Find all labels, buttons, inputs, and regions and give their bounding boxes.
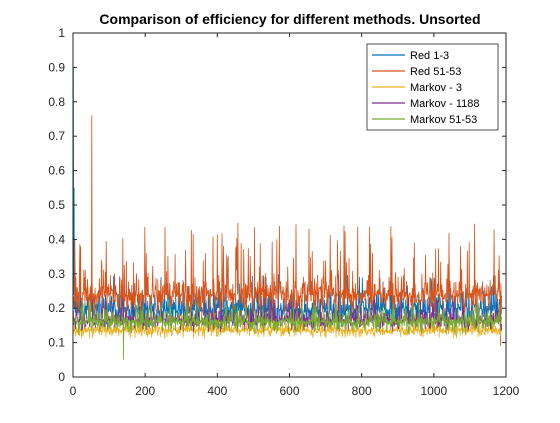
series-line-2	[72, 115, 503, 347]
y-tick-label: 0.8	[48, 95, 65, 109]
y-tick-label: 0.9	[48, 60, 65, 74]
legend-label: Red 1-3	[410, 50, 449, 62]
y-tick-label: 0.2	[48, 301, 65, 315]
y-tick-label: 0.7	[48, 129, 65, 143]
y-tick-label: 0.4	[48, 232, 65, 246]
chart-title: Comparison of efficiency for different m…	[99, 11, 480, 27]
legend-label: Markov - 3	[410, 82, 462, 94]
legend-label: Markov 51-53	[410, 114, 477, 126]
series-line-5	[72, 301, 503, 360]
y-tick-label: 0.1	[48, 336, 65, 350]
y-tick-label: 1	[58, 26, 65, 40]
x-tick-label: 0	[70, 384, 77, 398]
y-tick-label: 0.6	[48, 164, 65, 178]
series-layer	[72, 67, 503, 360]
y-tick-label: 0.3	[48, 267, 65, 281]
x-tick-label: 800	[352, 384, 372, 398]
legend-label: Markov - 1188	[410, 98, 480, 110]
x-tick-label: 600	[279, 384, 299, 398]
legend-label: Red 51-53	[410, 66, 461, 78]
x-tick-label: 1000	[420, 384, 447, 398]
x-tick-label: 200	[135, 384, 155, 398]
x-tick-label: 400	[207, 384, 227, 398]
legend: Red 1-3 Red 51-53 Markov - 3 Markov - 1188 M…	[366, 43, 499, 131]
y-tick-label: 0.5	[48, 198, 65, 212]
y-tick-label: 0	[58, 370, 65, 384]
x-tick-label: 1200	[493, 384, 520, 398]
axes-layer: 0 200 400 600 800 1000 1200 0 0.1 0.2 0.3 0.4 0.5 0.6…	[48, 26, 519, 398]
